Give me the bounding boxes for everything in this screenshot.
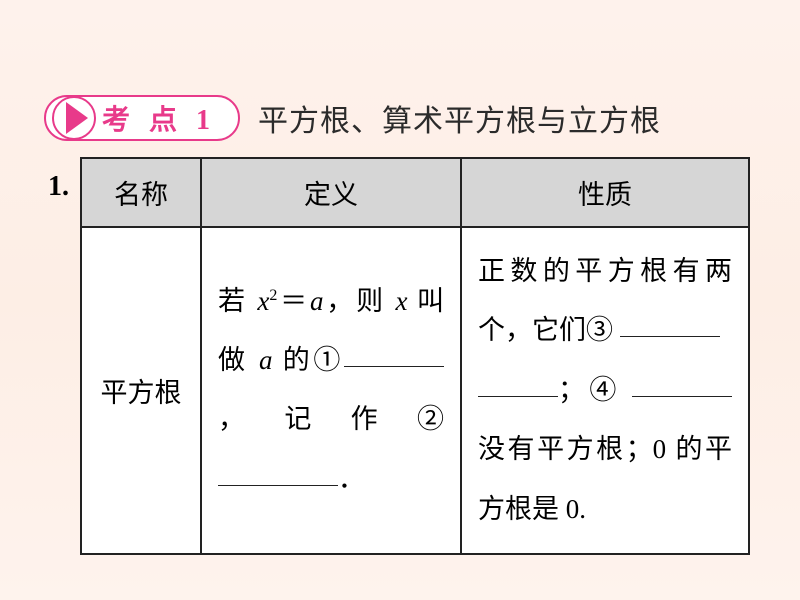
cell-name: 平方根: [81, 227, 201, 554]
col-header-name: 名称: [81, 158, 201, 227]
badge-label: 考 点 1: [102, 98, 216, 138]
blank-1: [344, 340, 444, 367]
cell-property: 正数的平方根有两个，它们③ ；④ 没有平方根；0 的平方根是 0.: [461, 227, 749, 554]
blank-4: [632, 370, 732, 397]
concept-table: 名称 定义 性质 平方根 若 x2＝a，则 x 叫做 a 的①，记作②． 正数的…: [80, 157, 750, 555]
table-row: 平方根 若 x2＝a，则 x 叫做 a 的①，记作②． 正数的平方根有两个，它们…: [81, 227, 749, 554]
play-icon: [52, 96, 96, 140]
cell-definition: 若 x2＝a，则 x 叫做 a 的①，记作②．: [201, 227, 461, 554]
list-number: 1.: [48, 157, 80, 203]
blank-3: [620, 310, 720, 337]
col-header-definition: 定义: [201, 158, 461, 227]
blank-3b: [478, 370, 558, 397]
blank-2: [218, 459, 338, 486]
col-header-property: 性质: [461, 158, 749, 227]
table-header-row: 名称 定义 性质: [81, 158, 749, 227]
badge-pill: 考 点 1: [48, 95, 240, 141]
section-header: 考 点 1 平方根、算术平方根与立方根: [48, 95, 752, 141]
section-title: 平方根、算术平方根与立方根: [258, 96, 661, 140]
